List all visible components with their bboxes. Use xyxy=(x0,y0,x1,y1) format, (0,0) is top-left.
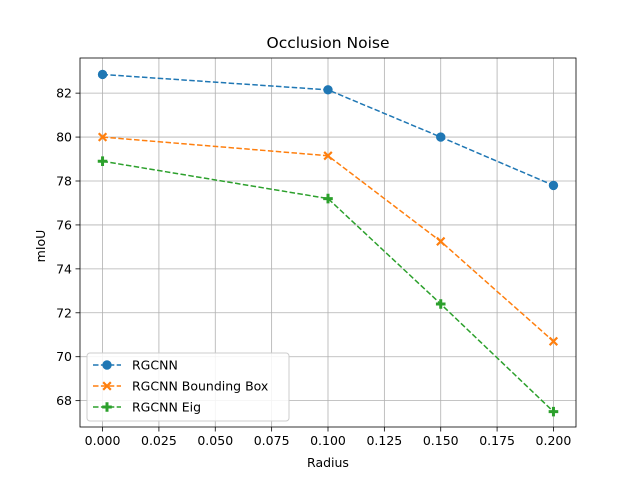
data-point xyxy=(323,193,333,204)
x-tick-label: 0.125 xyxy=(366,433,402,448)
x-tick-label: 0.175 xyxy=(479,433,515,448)
y-tick-label: 80 xyxy=(56,130,72,145)
axes-frame xyxy=(79,57,577,428)
data-point xyxy=(548,406,559,417)
y-tick-label: 68 xyxy=(56,393,72,408)
y-tick-label: 72 xyxy=(56,305,72,320)
legend-label: RGCNN Eig xyxy=(132,400,201,415)
x-tick-label: 0.100 xyxy=(310,433,346,448)
x-tick-label: 0.000 xyxy=(85,433,121,448)
legend-box xyxy=(86,352,290,422)
y-tick-label: 78 xyxy=(56,174,72,189)
legend-marker xyxy=(102,402,112,412)
x-tick-label: 0.075 xyxy=(254,433,290,448)
data-point xyxy=(548,336,559,346)
y-tick-label: 76 xyxy=(56,217,72,232)
series-line xyxy=(102,136,554,342)
x-tick-label: 0.050 xyxy=(197,433,233,448)
legend-marker xyxy=(102,360,112,370)
data-point xyxy=(436,132,446,142)
series-line xyxy=(102,160,554,413)
legend-label: RGCNN Bounding Box xyxy=(132,379,268,394)
data-point xyxy=(97,132,108,142)
y-tick-label: 70 xyxy=(56,349,72,364)
x-tick-label: 0.200 xyxy=(536,433,572,448)
y-tick-label: 82 xyxy=(56,86,72,101)
data-point xyxy=(97,69,108,80)
y-tick-label: 74 xyxy=(56,261,72,276)
data-point xyxy=(436,236,446,247)
data-point xyxy=(435,299,446,309)
data-point xyxy=(323,85,333,95)
data-point xyxy=(548,180,559,191)
x-tick-label: 0.025 xyxy=(141,433,177,448)
x-axis-label: Radius xyxy=(307,455,349,470)
chart-title: Occlusion Noise xyxy=(267,34,390,52)
series-line xyxy=(102,73,554,187)
legend-label: RGCNN xyxy=(132,358,178,373)
data-point xyxy=(323,151,333,161)
legend: RGCNN RGCNN Bounding Box RGCNN Eig xyxy=(86,352,290,422)
data-point xyxy=(97,156,108,167)
y-axis-label: mIoU xyxy=(33,230,48,263)
legend-marker xyxy=(102,381,112,391)
plot-area: 0.000 0.025 0.050 0.075 0.100 0.125 0.150 0.175… xyxy=(56,57,577,448)
x-tick-label: 0.150 xyxy=(423,433,459,448)
